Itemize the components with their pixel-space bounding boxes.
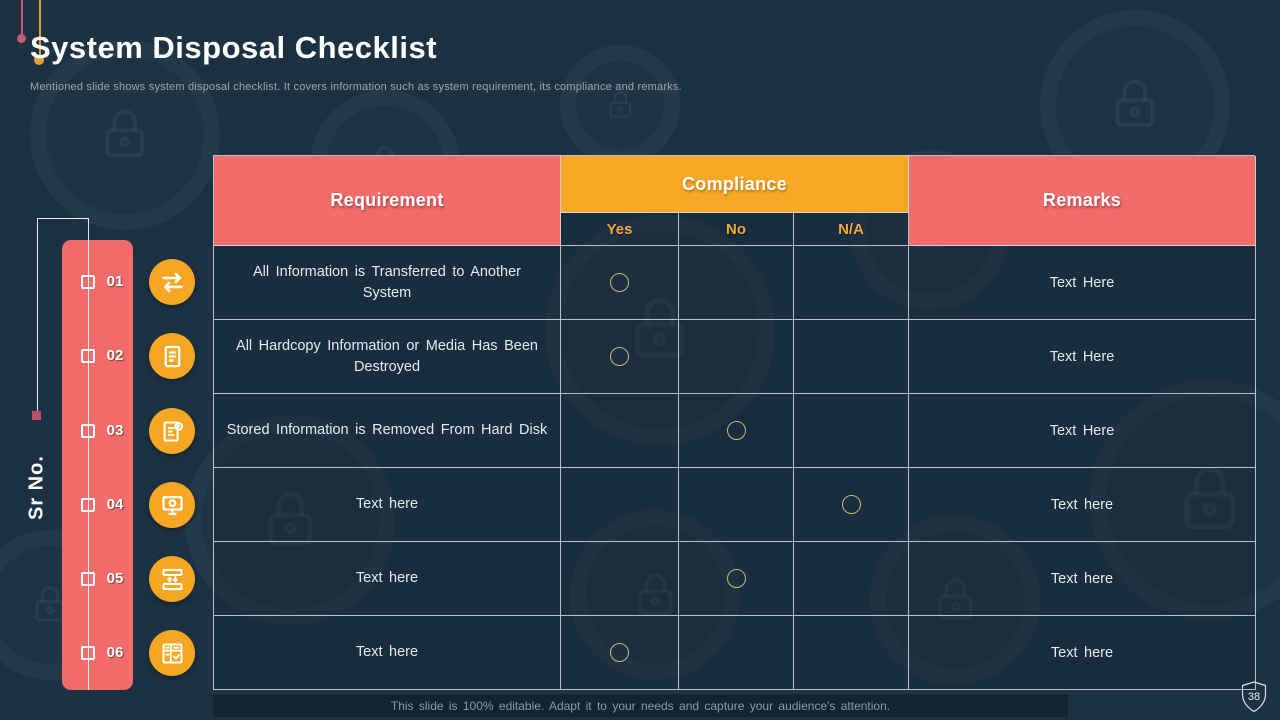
compliance-cell-no <box>679 320 794 394</box>
bracket-end-dot <box>32 411 41 420</box>
requirement-text: Text here <box>355 570 419 587</box>
compliance-cell-na <box>794 542 909 616</box>
page-title: System Disposal Checklist <box>30 30 438 65</box>
lock-pattern-icon <box>870 515 1040 685</box>
financial-report-icon <box>149 408 195 454</box>
subheader-no: No <box>679 213 794 246</box>
remarks-cell: Text here <box>909 542 1256 616</box>
serial-number: 06 <box>106 644 124 661</box>
checklist-icon <box>149 630 195 676</box>
subheader-na: N/A <box>794 213 909 246</box>
remarks-text: Text here <box>1050 496 1114 513</box>
compliance-cell-yes <box>561 394 679 468</box>
lock-pattern-icon <box>560 45 680 165</box>
compliance-cell-yes <box>561 246 679 320</box>
compliance-mark-circle <box>610 643 629 662</box>
compliance-cell-no <box>679 616 794 690</box>
requirement-cell: Text here <box>214 616 561 690</box>
rail-marker <box>81 498 95 512</box>
serial-number: 01 <box>106 273 124 290</box>
serial-number: 02 <box>106 347 124 364</box>
transfer-arrows-icon <box>149 259 195 305</box>
remarks-text: Text Here <box>1049 274 1115 291</box>
subheader-yes: Yes <box>561 213 679 246</box>
compliance-mark-circle <box>610 347 629 366</box>
compliance-mark-circle <box>726 569 746 588</box>
column-header-requirement: Requirement <box>214 156 561 246</box>
requirement-text: All Hardcopy Information or Media Has Be… <box>236 338 538 375</box>
pendant-line-amber <box>39 0 41 57</box>
compliance-mark-circle <box>726 421 746 440</box>
compliance-cell-na <box>794 616 909 690</box>
compliance-cell-no <box>679 394 794 468</box>
requirement-cell: All Hardcopy Information or Media Has Be… <box>214 320 561 394</box>
footer-band: This slide is 100% editable. Adapt it to… <box>213 694 1068 717</box>
remarks-text: Text here <box>1050 570 1114 587</box>
page-number-shield: 38 <box>1237 680 1271 714</box>
rail-marker <box>81 424 95 438</box>
rail-marker <box>81 646 95 660</box>
requirement-text: All Information is Transferred to Anothe… <box>253 264 521 301</box>
compliance-mark-circle <box>610 273 629 292</box>
pendant-dot-amber <box>34 55 44 65</box>
compliance-cell-yes <box>561 468 679 542</box>
compliance-mark-circle <box>841 495 861 514</box>
compliance-cell-yes <box>561 542 679 616</box>
rail-marker <box>81 572 95 586</box>
compliance-cell-no <box>679 246 794 320</box>
lock-pattern-icon <box>30 40 220 230</box>
serial-number-bar <box>62 240 133 690</box>
remarks-cell: Text Here <box>909 320 1256 394</box>
requirement-cell: All Information is Transferred to Anothe… <box>214 246 561 320</box>
lock-pattern-icon <box>1090 380 1280 620</box>
remarks-cell: Text here <box>909 468 1256 542</box>
footer-note: This slide is 100% editable. Adapt it to… <box>390 698 891 713</box>
compliance-cell-no <box>679 542 794 616</box>
compliance-cell-na <box>794 320 909 394</box>
sr-no-label: Sr No. <box>25 455 48 521</box>
serial-number: 04 <box>106 496 124 513</box>
rail-marker <box>81 275 95 289</box>
requirement-cell: Stored Information is Removed From Hard … <box>214 394 561 468</box>
server-transfer-icon <box>149 556 195 602</box>
pendant-dot-pink <box>17 34 26 43</box>
page-number: 38 <box>1247 691 1261 703</box>
lock-pattern-icon <box>570 510 740 680</box>
bracket-line <box>37 218 38 412</box>
page-subtitle: Mentioned slide shows system disposal ch… <box>30 81 682 93</box>
monitor-gear-icon <box>149 482 195 528</box>
lock-pattern-icon <box>1040 10 1230 200</box>
serial-number: 05 <box>106 570 124 587</box>
compliance-cell-na <box>794 394 909 468</box>
remarks-cell: Text Here <box>909 246 1256 320</box>
compliance-cell-na <box>794 468 909 542</box>
serial-connector-line <box>88 218 89 690</box>
compliance-cell-no <box>679 468 794 542</box>
remarks-text: Text Here <box>1049 422 1115 439</box>
document-icon <box>149 333 195 379</box>
remarks-text: Text here <box>1050 644 1114 661</box>
compliance-cell-na <box>794 246 909 320</box>
requirement-cell: Text here <box>214 468 561 542</box>
requirement-cell: Text here <box>214 542 561 616</box>
compliance-cell-yes <box>561 320 679 394</box>
remarks-cell: Text Here <box>909 394 1256 468</box>
checklist-table: Requirement Compliance Remarks Yes No N/… <box>213 155 1256 690</box>
requirement-text: Stored Information is Removed From Hard … <box>226 422 548 439</box>
requirement-text: Text here <box>355 644 419 661</box>
remarks-text: Text Here <box>1049 348 1115 365</box>
lock-pattern-icon <box>185 415 395 625</box>
rail-marker <box>81 349 95 363</box>
remarks-cell: Text here <box>909 616 1256 690</box>
pendant-line-pink <box>21 0 23 36</box>
serial-number: 03 <box>106 422 124 439</box>
requirement-text: Text here <box>355 496 419 513</box>
column-header-compliance: Compliance <box>561 156 909 213</box>
bracket-line <box>37 218 89 219</box>
compliance-cell-yes <box>561 616 679 690</box>
lock-pattern-icon <box>545 215 775 445</box>
column-header-remarks: Remarks <box>909 156 1256 246</box>
